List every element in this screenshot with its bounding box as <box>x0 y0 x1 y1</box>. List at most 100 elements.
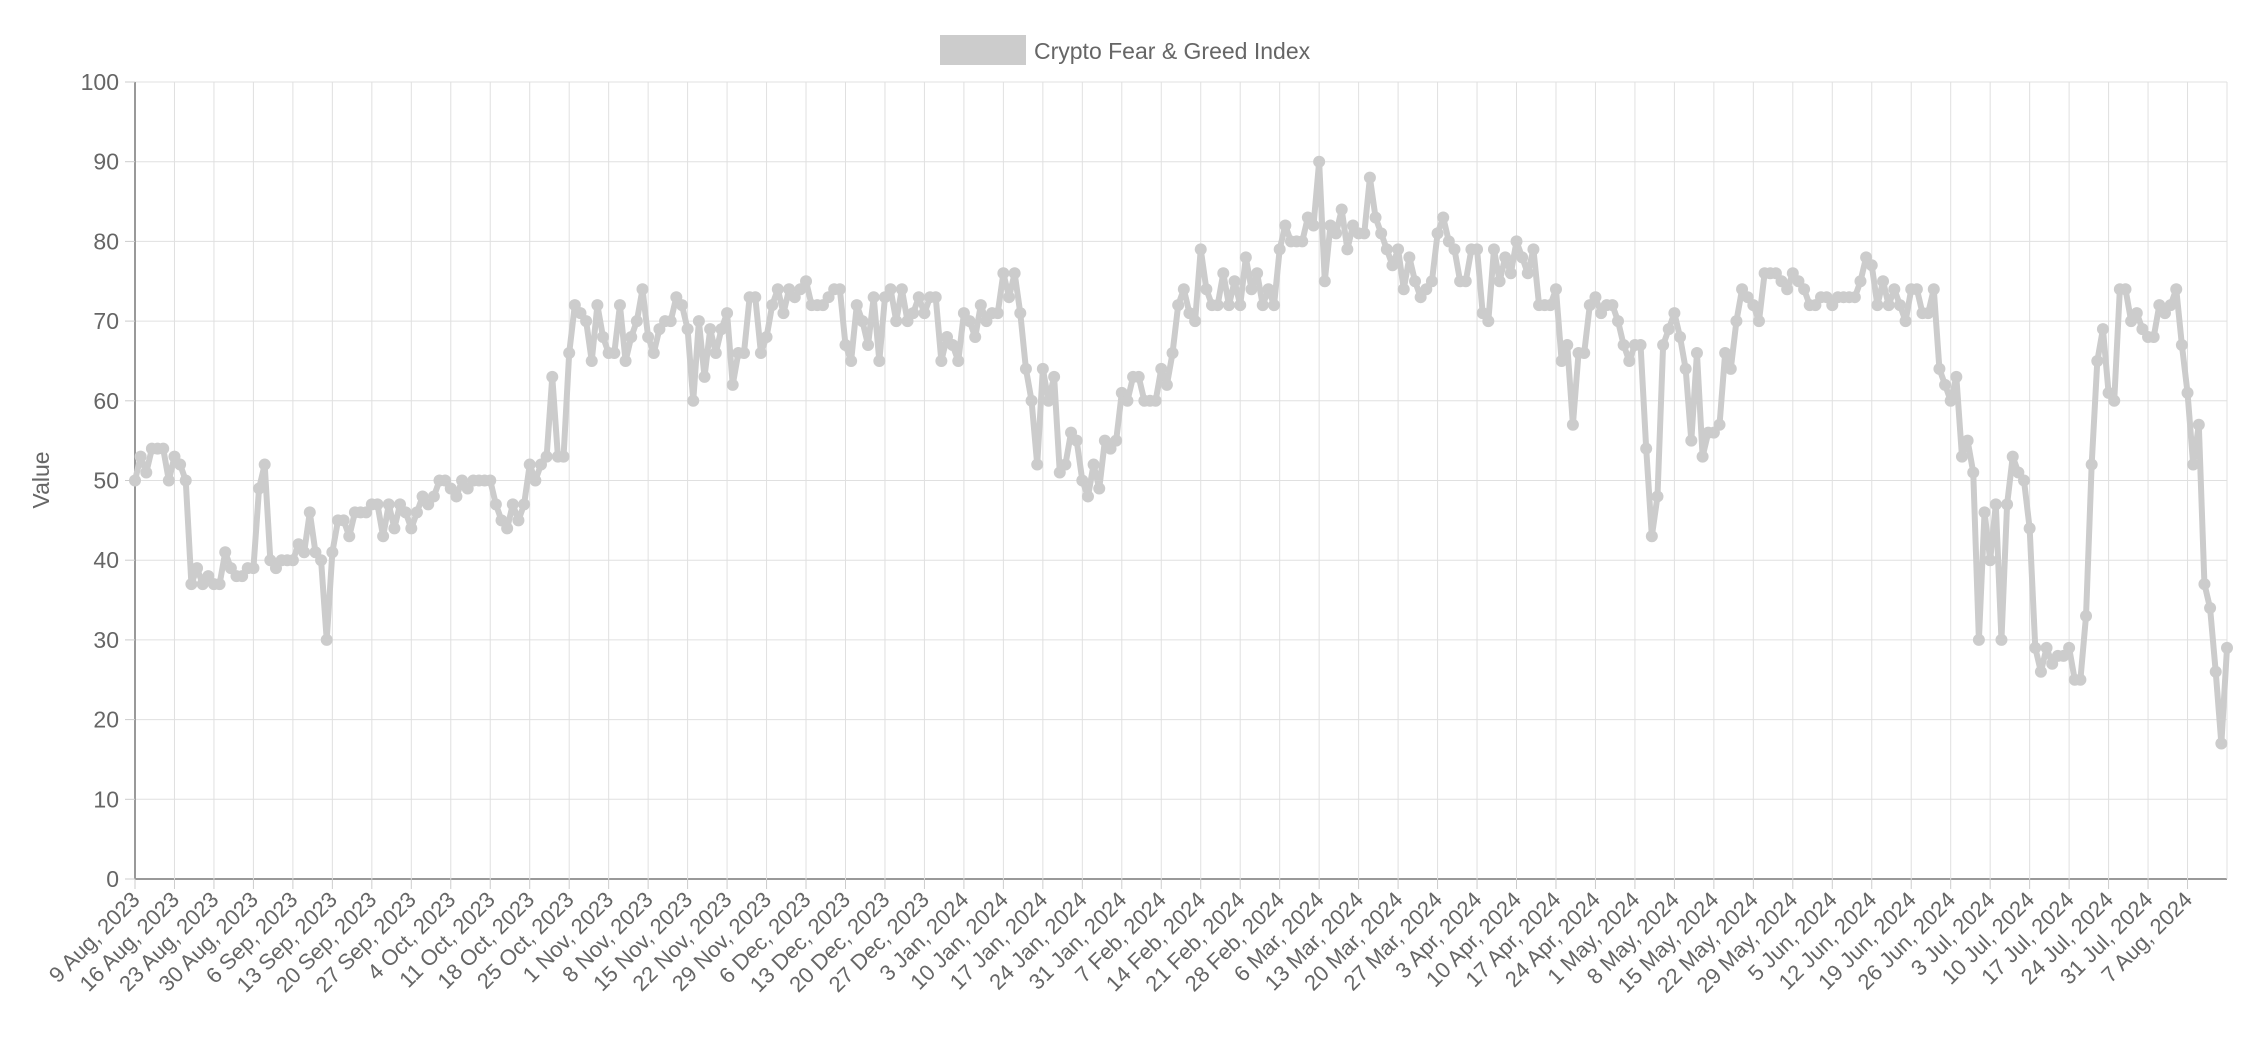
data-point[interactable] <box>2023 522 2036 535</box>
data-point[interactable] <box>597 331 610 344</box>
data-point[interactable] <box>140 466 153 479</box>
data-point[interactable] <box>771 283 784 296</box>
data-point[interactable] <box>1341 243 1354 256</box>
data-point[interactable] <box>1623 354 1636 367</box>
data-point[interactable] <box>1042 394 1055 407</box>
data-point[interactable] <box>681 323 694 336</box>
data-point[interactable] <box>1781 283 1794 296</box>
data-point[interactable] <box>315 554 328 567</box>
data-point[interactable] <box>1516 251 1529 264</box>
data-point[interactable] <box>935 354 948 367</box>
legend[interactable]: Crypto Fear & Greed Index <box>940 35 1311 65</box>
data-point[interactable] <box>704 323 717 336</box>
data-point[interactable] <box>585 354 598 367</box>
data-point[interactable] <box>698 370 711 383</box>
data-point[interactable] <box>918 307 931 320</box>
data-point[interactable] <box>845 354 858 367</box>
data-point[interactable] <box>647 346 660 359</box>
data-point[interactable] <box>991 307 1004 320</box>
data-point[interactable] <box>1262 283 1275 296</box>
data-point[interactable] <box>1087 458 1100 471</box>
data-point[interactable] <box>382 498 395 511</box>
data-point[interactable] <box>286 554 299 567</box>
data-point[interactable] <box>1589 291 1602 304</box>
data-point[interactable] <box>2001 498 2014 511</box>
data-point[interactable] <box>1955 450 1968 463</box>
data-point[interactable] <box>450 490 463 503</box>
data-point[interactable] <box>580 315 593 328</box>
data-point[interactable] <box>1747 299 1760 312</box>
data-point[interactable] <box>1358 227 1371 240</box>
data-point[interactable] <box>749 291 762 304</box>
data-point[interactable] <box>1482 315 1495 328</box>
data-point[interactable] <box>2192 418 2205 431</box>
data-point[interactable] <box>613 299 626 312</box>
data-point[interactable] <box>625 331 638 344</box>
data-point[interactable] <box>489 498 502 511</box>
data-point[interactable] <box>850 299 863 312</box>
data-point[interactable] <box>726 378 739 391</box>
data-point[interactable] <box>715 323 728 336</box>
data-point[interactable] <box>1431 227 1444 240</box>
data-point[interactable] <box>1313 155 1326 168</box>
data-point[interactable] <box>760 331 773 344</box>
data-point[interactable] <box>1989 498 2002 511</box>
data-point[interactable] <box>1307 219 1320 232</box>
data-point[interactable] <box>1690 346 1703 359</box>
data-point[interactable] <box>929 291 942 304</box>
data-point[interactable] <box>1877 275 1890 288</box>
data-point[interactable] <box>1392 243 1405 256</box>
data-point[interactable] <box>2221 641 2233 654</box>
data-point[interactable] <box>484 474 497 487</box>
data-point[interactable] <box>1003 291 1016 304</box>
data-point[interactable] <box>2040 641 2053 654</box>
data-point[interactable] <box>2209 665 2222 678</box>
data-point[interactable] <box>1933 362 1946 375</box>
data-point[interactable] <box>1036 362 1049 375</box>
data-point[interactable] <box>1978 506 1991 519</box>
data-point[interactable] <box>399 506 412 519</box>
data-point[interactable] <box>1425 275 1438 288</box>
data-point[interactable] <box>219 546 232 559</box>
data-point[interactable] <box>337 514 350 527</box>
data-point[interactable] <box>1984 554 1997 567</box>
data-point[interactable] <box>1662 323 1675 336</box>
data-point[interactable] <box>320 633 333 646</box>
data-point[interactable] <box>1668 307 1681 320</box>
data-point[interactable] <box>1798 283 1811 296</box>
data-point[interactable] <box>2063 641 2076 654</box>
data-point[interactable] <box>1330 227 1343 240</box>
data-point[interactable] <box>1234 299 1247 312</box>
data-point[interactable] <box>1865 259 1878 272</box>
data-point[interactable] <box>856 315 869 328</box>
data-point[interactable] <box>1961 434 1974 447</box>
data-point[interactable] <box>974 299 987 312</box>
data-point[interactable] <box>1279 219 1292 232</box>
data-point[interactable] <box>1160 378 1173 391</box>
data-point[interactable] <box>405 522 418 535</box>
data-point[interactable] <box>608 346 621 359</box>
data-point[interactable] <box>1487 243 1500 256</box>
data-point[interactable] <box>692 315 705 328</box>
data-point[interactable] <box>303 506 316 519</box>
data-point[interactable] <box>1972 633 1985 646</box>
data-point[interactable] <box>1566 418 1579 431</box>
data-point[interactable] <box>2181 386 2194 399</box>
data-point[interactable] <box>157 442 170 455</box>
data-point[interactable] <box>833 283 846 296</box>
data-point[interactable] <box>636 283 649 296</box>
data-point[interactable] <box>1251 267 1264 280</box>
data-point[interactable] <box>1172 299 1185 312</box>
data-point[interactable] <box>1059 458 1072 471</box>
data-point[interactable] <box>1155 362 1168 375</box>
data-point[interactable] <box>946 339 959 352</box>
data-point[interactable] <box>1944 394 1957 407</box>
data-point[interactable] <box>591 299 604 312</box>
data-point[interactable] <box>619 354 632 367</box>
data-point[interactable] <box>1713 418 1726 431</box>
data-point[interactable] <box>1634 339 1647 352</box>
data-point[interactable] <box>1561 339 1574 352</box>
data-point[interactable] <box>1217 267 1230 280</box>
data-point[interactable] <box>1719 346 1732 359</box>
data-point[interactable] <box>1950 370 1963 383</box>
